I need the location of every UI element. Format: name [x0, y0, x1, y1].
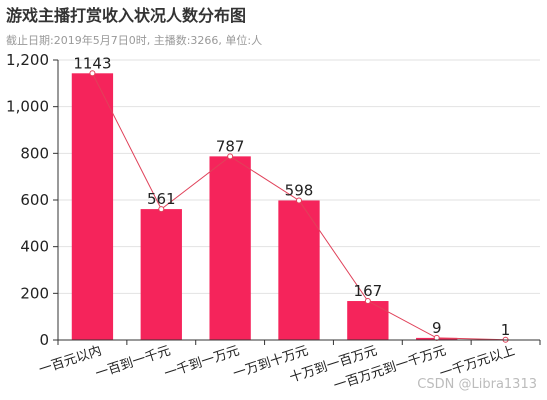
- line-point: [296, 197, 302, 204]
- y-tick-label: 600: [20, 191, 49, 209]
- y-tick-label: 1,200: [6, 51, 49, 69]
- chart-subtitle: 截止日期:2019年5月7日0时, 主播数:3266, 单位:人: [6, 34, 263, 47]
- data-labels: 1143 561 787 598 167 9 1: [73, 54, 510, 338]
- data-label: 1143: [73, 54, 111, 72]
- data-label: 561: [147, 190, 176, 208]
- y-tick-label: 400: [20, 238, 49, 256]
- data-label: 598: [285, 181, 314, 199]
- bar: [347, 301, 389, 340]
- data-label: 787: [216, 137, 245, 155]
- x-tick-label: 一千到一万元: [163, 344, 242, 382]
- x-tick-label: 一百到一千元: [94, 344, 173, 382]
- bar: [209, 156, 251, 340]
- chart-title: 游戏主播打赏收入状况人数分布图: [6, 6, 247, 25]
- watermark: CSDN @Libra1313: [417, 377, 537, 392]
- y-tick-label: 1,000: [6, 98, 49, 116]
- y-axis: 0 200 400 600 800 1,000 1,200: [6, 51, 59, 349]
- trend-line: [89, 70, 509, 343]
- bar: [278, 200, 320, 340]
- bar: [140, 209, 182, 340]
- y-tick-label: 200: [20, 284, 49, 302]
- bars: [71, 73, 527, 341]
- line-point: [89, 70, 96, 77]
- line-point: [364, 298, 371, 305]
- data-label: 9: [432, 319, 442, 337]
- y-tick-label: 0: [39, 331, 49, 349]
- bar: [71, 73, 114, 341]
- line-point: [158, 206, 165, 213]
- data-label: 167: [354, 282, 383, 300]
- y-tick-label: 800: [20, 144, 49, 162]
- data-label: 1: [501, 321, 511, 339]
- line-point: [227, 153, 234, 160]
